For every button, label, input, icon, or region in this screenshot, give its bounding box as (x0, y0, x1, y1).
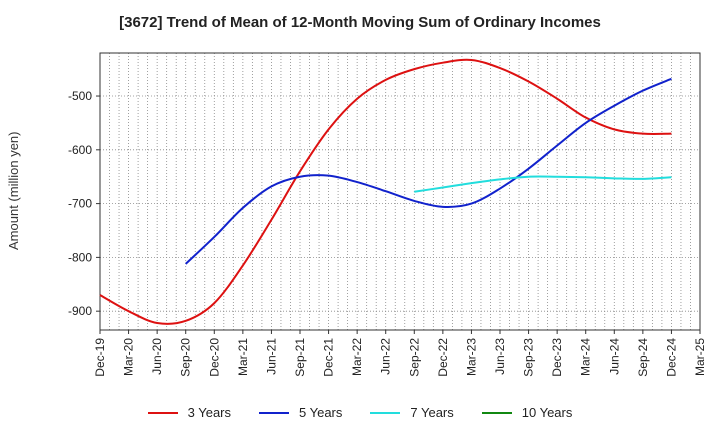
x-tick-label: Mar-21 (236, 338, 250, 376)
plot-frame (99, 52, 701, 331)
x-tick-label: Sep-23 (522, 338, 536, 377)
x-tick-label: Jun-20 (150, 338, 164, 375)
x-tick-label: Mar-20 (122, 338, 136, 376)
x-tick-label: Jun-22 (379, 338, 393, 375)
series-line-3-years (99, 58, 672, 325)
y-tick-label: -600 (68, 143, 92, 157)
x-tick-label: Mar-25 (693, 338, 707, 376)
x-tick-label: Dec-21 (322, 338, 336, 377)
x-tick-label: Sep-24 (636, 338, 650, 377)
legend-swatch (259, 411, 289, 414)
y-tick-label: -700 (68, 197, 92, 211)
legend-label: 10 Years (521, 405, 573, 420)
x-tick-label: Jun-24 (607, 338, 621, 375)
series-line-5-years (185, 77, 672, 265)
x-tick-label: Sep-20 (179, 338, 193, 377)
x-tick-label: Sep-22 (407, 338, 421, 377)
x-tick-label: Mar-24 (579, 338, 593, 376)
x-tick-label: Dec-22 (436, 338, 450, 377)
x-tick-label: Dec-23 (550, 338, 564, 377)
x-tick-label: Dec-24 (664, 338, 678, 377)
legend: 3 Years 5 Years 7 Years 10 Years (0, 405, 720, 420)
y-tick-label: -500 (68, 89, 92, 103)
x-tick-label: Jun-21 (264, 338, 278, 375)
legend-item-10-years: 10 Years (481, 405, 573, 420)
legend-label: 3 Years (187, 405, 231, 420)
series-line-7-years (414, 175, 672, 193)
x-tick-label: Mar-23 (464, 338, 478, 376)
legend-item-7-years: 7 Years (370, 405, 454, 420)
x-tick-label: Dec-20 (207, 338, 221, 377)
legend-item-5-years: 5 Years (259, 405, 342, 420)
legend-swatch (370, 411, 401, 414)
x-tick-label: Dec-19 (93, 338, 107, 377)
y-tick-label: -900 (68, 304, 92, 318)
y-tick-label: -800 (68, 250, 92, 264)
chart-title: [3672] Trend of Mean of 12-Month Moving … (119, 14, 601, 31)
legend-label: 5 Years (299, 405, 343, 420)
legend-label: 7 Years (410, 405, 454, 420)
legend-item-3-years: 3 Years (147, 405, 231, 420)
legend-swatch (481, 411, 512, 414)
x-tick-label: Mar-22 (350, 338, 364, 376)
x-tick-label: Sep-21 (293, 338, 307, 377)
x-tick-label: Jun-23 (493, 338, 507, 375)
legend-swatch (147, 411, 178, 414)
